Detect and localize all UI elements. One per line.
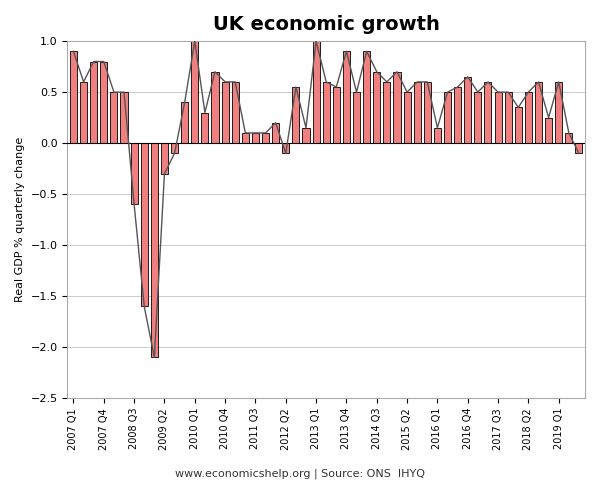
Bar: [484, 82, 491, 143]
Bar: [565, 133, 572, 143]
Bar: [545, 118, 552, 143]
Bar: [454, 87, 461, 143]
Bar: [100, 61, 107, 143]
Bar: [292, 87, 299, 143]
Bar: [110, 92, 118, 143]
Bar: [323, 82, 330, 143]
Bar: [70, 51, 77, 143]
Bar: [140, 143, 148, 306]
Bar: [131, 143, 137, 204]
Bar: [525, 92, 532, 143]
Bar: [535, 82, 542, 143]
Bar: [191, 41, 199, 143]
Bar: [282, 143, 289, 153]
Bar: [434, 128, 441, 143]
Bar: [302, 128, 310, 143]
Bar: [383, 82, 391, 143]
Bar: [313, 41, 320, 143]
Bar: [413, 82, 421, 143]
Bar: [404, 92, 410, 143]
Bar: [242, 133, 249, 143]
Bar: [575, 143, 583, 153]
Bar: [353, 92, 360, 143]
Bar: [272, 123, 279, 143]
Title: UK economic growth: UK economic growth: [213, 15, 440, 34]
Bar: [475, 92, 481, 143]
Bar: [394, 72, 401, 143]
Bar: [373, 72, 380, 143]
Bar: [121, 92, 128, 143]
Bar: [171, 143, 178, 153]
Bar: [494, 92, 502, 143]
Bar: [363, 51, 370, 143]
Text: www.economicshelp.org | Source: ONS  IHYQ: www.economicshelp.org | Source: ONS IHYQ: [175, 469, 425, 479]
Bar: [333, 87, 340, 143]
Bar: [343, 51, 350, 143]
Bar: [515, 107, 522, 143]
Bar: [202, 112, 208, 143]
Bar: [505, 92, 512, 143]
Bar: [211, 72, 218, 143]
Y-axis label: Real GDP % quarterly change: Real GDP % quarterly change: [15, 137, 25, 302]
Bar: [444, 92, 451, 143]
Bar: [232, 82, 239, 143]
Bar: [555, 82, 562, 143]
Bar: [221, 82, 229, 143]
Bar: [262, 133, 269, 143]
Bar: [252, 133, 259, 143]
Bar: [90, 61, 97, 143]
Bar: [181, 102, 188, 143]
Bar: [161, 143, 168, 174]
Bar: [424, 82, 431, 143]
Bar: [151, 143, 158, 357]
Bar: [464, 77, 471, 143]
Bar: [80, 82, 87, 143]
